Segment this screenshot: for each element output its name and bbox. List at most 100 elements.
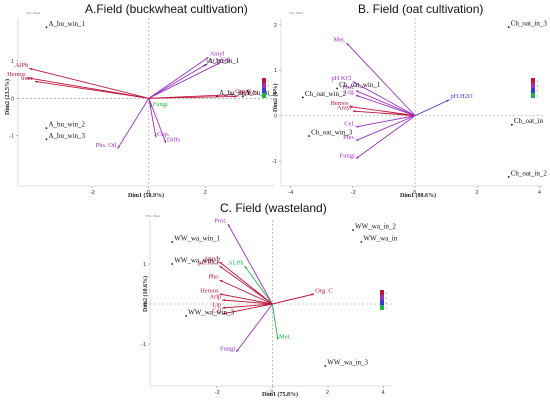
vector-arrow bbox=[148, 64, 206, 99]
panel-c-ylabel: Dim2 (10.6%) bbox=[142, 276, 149, 312]
panel-a-xlabel: Dim1 (58.9%) bbox=[128, 192, 164, 199]
vector-label: Lip bbox=[212, 302, 221, 309]
vector-arrow bbox=[219, 265, 273, 305]
vector-arrowhead bbox=[311, 293, 315, 296]
observation-point bbox=[45, 138, 48, 141]
vector-label: Prot. bbox=[342, 84, 355, 91]
vector-arrow bbox=[235, 303, 273, 353]
observation-label: Ch_oat_win_1 bbox=[339, 81, 381, 89]
y-tick-label: 0 bbox=[143, 302, 146, 308]
observation-point bbox=[507, 176, 510, 178]
legend-tick-label: 3 bbox=[268, 84, 270, 88]
vector-arrow bbox=[355, 115, 416, 142]
x-tick-label: -4 bbox=[288, 190, 293, 196]
vector-arrow bbox=[35, 81, 149, 99]
observation-label: Ch_oat_in_2 bbox=[511, 169, 548, 177]
vector-arrow bbox=[227, 223, 273, 305]
vector-label: pH.H2O bbox=[207, 58, 230, 65]
x-tick-label: -2 bbox=[351, 190, 356, 196]
legend-color-swatch bbox=[531, 78, 535, 83]
vector-label: Arlp bbox=[209, 294, 221, 301]
vector-label: Prot. bbox=[214, 218, 227, 225]
vector-arrowhead bbox=[219, 262, 223, 265]
panel-a-subtitle: PCA - Biplot bbox=[26, 11, 40, 15]
vector-arrowhead bbox=[349, 105, 353, 109]
vector-arrowhead bbox=[154, 134, 157, 138]
vector-arrowhead bbox=[346, 42, 350, 46]
observation-point bbox=[45, 26, 48, 29]
vector-arrow bbox=[352, 110, 416, 117]
vector-label: Diffs bbox=[167, 137, 181, 144]
vector-arrow bbox=[222, 303, 273, 309]
y-tick-label: 0 bbox=[11, 96, 14, 102]
y-tick-label: 1 bbox=[274, 68, 277, 74]
vector-arrow bbox=[346, 42, 416, 116]
vector-arrow bbox=[272, 293, 315, 305]
observation-label: WW_wa_win_1 bbox=[174, 235, 220, 243]
vector-label: Cel. bbox=[221, 56, 232, 63]
vector-arrowhead bbox=[219, 293, 223, 296]
y-tick-label: 1 bbox=[11, 59, 14, 65]
legend-color-swatch bbox=[262, 93, 266, 98]
vector-arrow bbox=[352, 81, 416, 117]
observation-label: WW_wa_win_2 bbox=[174, 257, 220, 265]
observation-label: Ch_oat_win_3 bbox=[311, 129, 353, 137]
vector-label: Lig. bbox=[344, 89, 355, 96]
vector-label: Org.C bbox=[235, 88, 251, 95]
legend-tick-label: 1 bbox=[537, 94, 539, 98]
vector-arrowhead bbox=[355, 90, 359, 93]
vector-arrow bbox=[355, 115, 416, 128]
y-tick-label: -1 bbox=[272, 159, 277, 165]
vector-arrowhead bbox=[163, 140, 167, 144]
observation-label: WW_wa_in_3 bbox=[327, 359, 368, 367]
observation-point bbox=[324, 365, 327, 367]
y-tick-label: 0 bbox=[274, 114, 277, 120]
x-tick-label: 2 bbox=[204, 190, 207, 196]
panel-wasteland: C. Field (wasteland) PCA - Biplot Dim1 (… bbox=[141, 201, 398, 398]
vector-label: Sucr. bbox=[21, 75, 35, 82]
vector-arrow bbox=[222, 303, 273, 315]
legend-color-swatch bbox=[380, 300, 384, 305]
legend-tick-label: 2 bbox=[268, 89, 270, 93]
x-tick-label: -2 bbox=[215, 390, 220, 396]
panel-c-title: C. Field (wasteland) bbox=[220, 201, 327, 215]
vector-arrowhead bbox=[352, 110, 356, 113]
vector-arrowhead bbox=[202, 64, 206, 68]
vector-label: pH KCl bbox=[238, 90, 259, 97]
vector-label: Pho bbox=[208, 274, 218, 281]
vector-arrow bbox=[349, 106, 416, 117]
vector-arrowhead bbox=[222, 299, 226, 302]
vector-arrowhead bbox=[216, 62, 220, 66]
panel-b-title: B. Field (oat cultivation) bbox=[358, 2, 483, 16]
vector-label: Cel. bbox=[344, 120, 355, 127]
vector-arrowhead bbox=[35, 80, 38, 84]
observation-point bbox=[510, 123, 513, 126]
vector-arrowhead bbox=[276, 337, 279, 340]
vector-arrowhead bbox=[236, 349, 239, 352]
vector-label: pH KCl bbox=[331, 75, 352, 82]
panel-a-ylabel: Dim2 (23.5%) bbox=[4, 79, 11, 115]
vector-arrow bbox=[29, 67, 149, 99]
vector-arrow bbox=[355, 94, 416, 117]
observation-point bbox=[507, 26, 510, 28]
observation-label: A_bu_win_2 bbox=[48, 121, 85, 129]
vector-label: AlPh bbox=[15, 62, 29, 69]
vector-arrowhead bbox=[117, 145, 121, 149]
vector-arrow bbox=[219, 261, 273, 305]
vector-label: Met. bbox=[279, 334, 291, 341]
observation-point bbox=[352, 229, 354, 231]
observation-point bbox=[204, 63, 207, 66]
vector-label: Amyl bbox=[210, 51, 225, 58]
vector-label: pH.KCl bbox=[198, 260, 219, 267]
legend-color-swatch bbox=[531, 93, 535, 98]
vector-arrowhead bbox=[219, 266, 223, 269]
vector-arrow bbox=[148, 98, 157, 138]
legend-tick-label: 3 bbox=[386, 296, 388, 300]
panel-c-subtitle: PCA - Biplot bbox=[146, 214, 160, 218]
legend-tick-label: 4 bbox=[537, 79, 539, 83]
vector-arrow bbox=[271, 303, 279, 341]
legend-color-swatch bbox=[380, 290, 384, 295]
panel-b-ylabel: Dim2 (8%) bbox=[272, 84, 279, 113]
